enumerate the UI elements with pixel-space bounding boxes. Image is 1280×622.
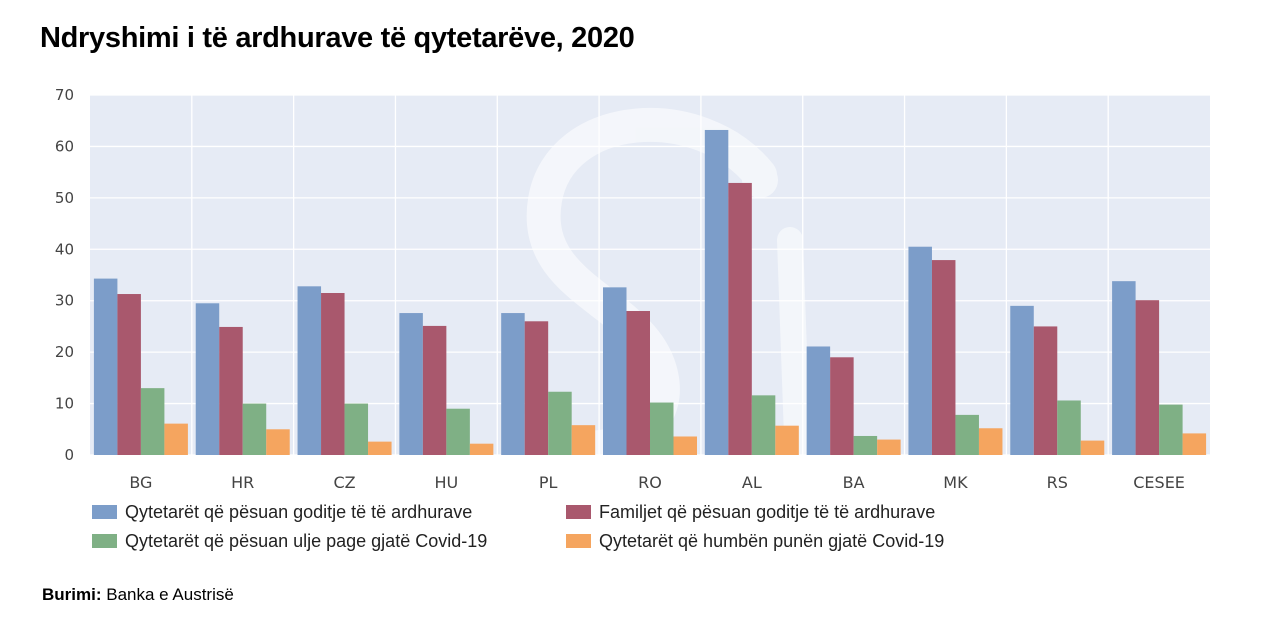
bar [344, 403, 369, 455]
bar [195, 303, 220, 455]
x-tick-label: RS [1047, 473, 1068, 492]
legend-swatch [92, 505, 117, 519]
bar [219, 326, 243, 455]
bar [1112, 281, 1136, 455]
bar [571, 425, 596, 455]
bar [806, 346, 831, 455]
bar [242, 403, 267, 455]
bar [548, 391, 572, 455]
x-tick-label: HU [434, 473, 458, 492]
bar [422, 325, 447, 455]
bar [626, 311, 650, 455]
x-tick-label: AL [742, 473, 762, 492]
bar [469, 443, 494, 455]
y-tick-label: 0 [64, 446, 74, 464]
bar [399, 313, 423, 455]
bar-chart: 0 10 20 30 40 50 60 70 BG HR CZ HU PL RO AL BA MK RS CESE… [55, 86, 1210, 551]
x-tick-label: HR [231, 473, 254, 492]
bar [446, 408, 470, 455]
y-tick-label: 10 [55, 395, 74, 413]
bar [1010, 305, 1034, 455]
bar [1182, 433, 1207, 455]
bar [728, 182, 752, 455]
legend-label: Qytetarët që pësuan goditje të të ardhur… [125, 502, 472, 522]
bar [931, 260, 956, 455]
bar [603, 287, 627, 455]
bar [1057, 400, 1081, 455]
bar [978, 428, 1003, 455]
bar [368, 441, 392, 455]
y-tick-label: 20 [55, 343, 74, 361]
source-label: Burimi: [42, 585, 102, 604]
x-tick-label: RO [638, 473, 662, 492]
legend-label: Qytetarët që humbën punën gjatë Covid-19 [599, 531, 944, 551]
bar [524, 321, 549, 455]
bar [1080, 440, 1105, 455]
bar [164, 423, 188, 455]
x-tick-label: CESEE [1133, 473, 1185, 492]
bar [908, 246, 932, 455]
bar [321, 293, 345, 455]
x-tick-label: MK [943, 473, 968, 492]
chart-title: Ndryshimi i të ardhurave të qytetarëve, … [40, 22, 635, 54]
x-tick-label: CZ [333, 473, 355, 492]
bar [1135, 300, 1160, 455]
legend-label: Qytetarët që pësuan ulje page gjatë Covi… [125, 531, 487, 551]
legend-label: Familjet që pësuan goditje të të ardhura… [599, 502, 935, 522]
bar [501, 313, 525, 455]
bar [140, 388, 165, 455]
bar [673, 436, 697, 455]
bar [853, 435, 878, 455]
bar [1033, 326, 1058, 455]
bar [266, 429, 290, 455]
source-note: Burimi: Banka e Austrisë [42, 585, 234, 605]
bar [877, 439, 901, 455]
bar [93, 278, 118, 455]
bar [955, 414, 979, 455]
bar [751, 395, 776, 455]
source-value: Banka e Austrisë [106, 585, 234, 604]
bar [297, 286, 322, 455]
bar [704, 129, 729, 455]
y-tick-label: 70 [55, 86, 74, 104]
legend-swatch [566, 534, 591, 548]
x-tick-label: BA [843, 473, 865, 492]
bar [775, 425, 799, 455]
legend-swatch [566, 505, 591, 519]
x-tick-label: BG [129, 473, 152, 492]
bar [1159, 404, 1183, 455]
y-tick-label: 30 [55, 292, 74, 310]
bar [117, 294, 141, 455]
bar [830, 357, 854, 455]
bar [650, 402, 674, 455]
y-tick-label: 50 [55, 189, 74, 207]
x-tick-label: PL [539, 473, 558, 492]
legend-swatch [92, 534, 117, 548]
y-tick-label: 40 [55, 240, 74, 258]
y-tick-label: 60 [55, 137, 74, 155]
